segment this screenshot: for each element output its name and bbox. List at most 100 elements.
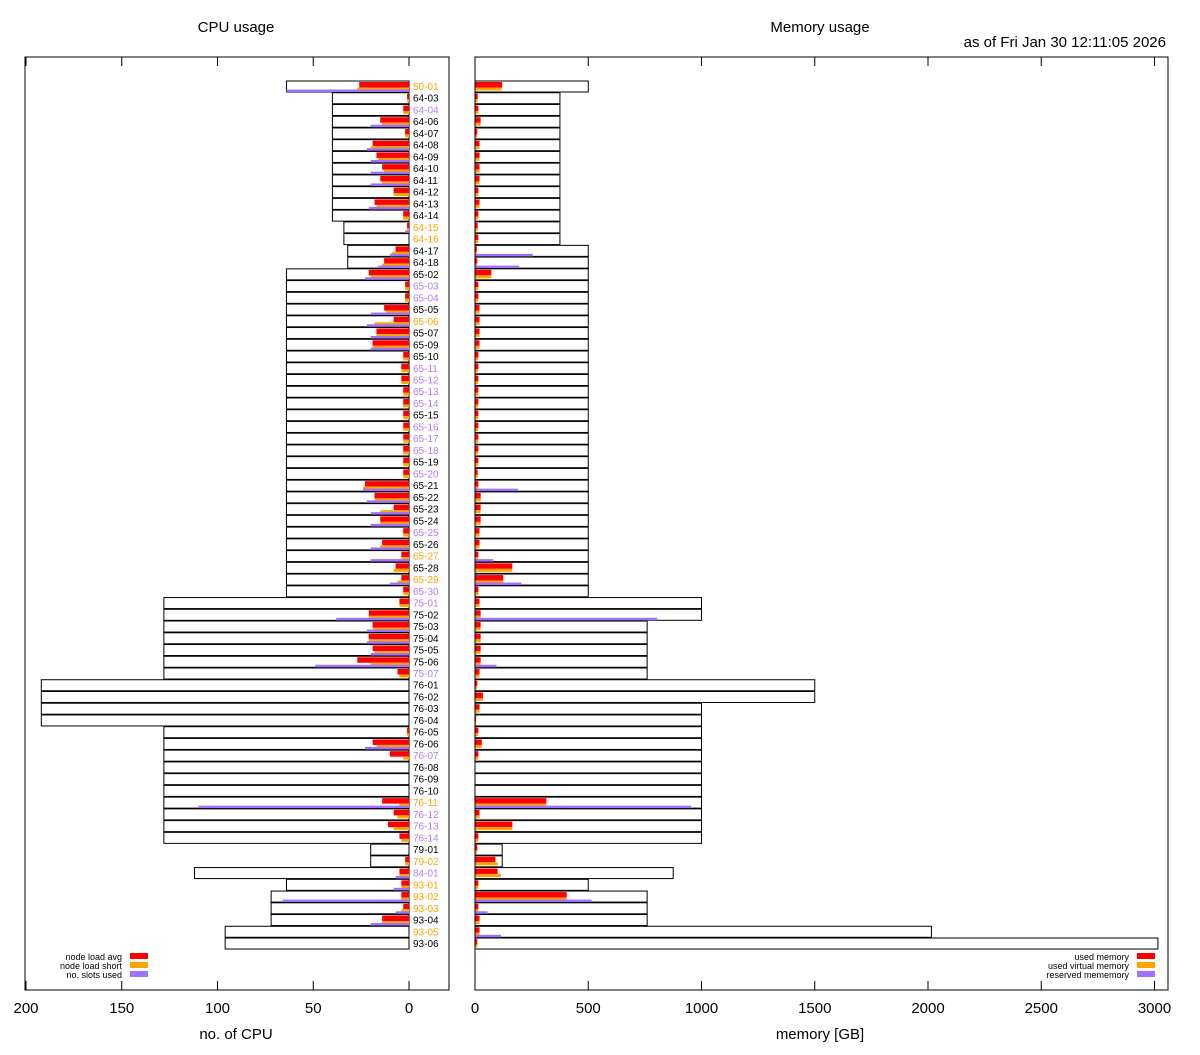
- cpu-load-short-bar: [380, 521, 409, 525]
- node-label: 64-07: [413, 129, 439, 140]
- memory-capacity-bar: [474, 632, 648, 645]
- memory-capacity-bar: [474, 831, 702, 844]
- cpu-capacity-bar: [370, 855, 410, 868]
- used-memory-bar: [475, 117, 481, 123]
- node-label: 65-26: [413, 540, 439, 551]
- cpu-capacity-bar: [270, 902, 410, 915]
- used-virtual-memory-bar: [475, 110, 479, 114]
- node-label: 65-05: [413, 305, 439, 316]
- cpu-load-short-bar: [401, 838, 409, 842]
- cpu-load-avg-bar: [380, 117, 409, 123]
- used-virtual-memory-bar: [475, 204, 480, 208]
- used-memory-bar: [475, 164, 480, 170]
- memory-capacity-bar: [474, 491, 589, 504]
- cpu-load-avg-bar: [368, 633, 409, 640]
- node-label: 75-01: [413, 599, 439, 610]
- cpu-load-avg-bar: [380, 516, 409, 522]
- used-virtual-memory-bar: [475, 721, 477, 725]
- node-label: 93-06: [413, 939, 439, 950]
- cpu-slots-bar: [366, 500, 409, 503]
- used-virtual-memory-bar: [475, 627, 481, 631]
- cpu-load-short-bar: [378, 157, 409, 161]
- node-label: 79-02: [413, 857, 439, 868]
- used-virtual-memory-bar: [475, 909, 479, 913]
- node-label: 65-07: [413, 329, 439, 340]
- reserved-memory-bar: [475, 253, 533, 257]
- used-memory-bar: [475, 727, 479, 734]
- node-label: 93-03: [413, 904, 439, 915]
- cpu-capacity-bar: [40, 702, 410, 715]
- used-memory-bar: [475, 516, 481, 522]
- cpu-load-avg-bar: [389, 751, 409, 757]
- used-memory-bar: [475, 692, 483, 698]
- cpu-load-avg-bar: [401, 363, 409, 370]
- node-label: 64-09: [413, 152, 439, 163]
- cpu-load-short-bar: [357, 87, 409, 91]
- node-label: 65-27: [413, 552, 439, 563]
- cpu-load-avg-bar: [393, 809, 409, 816]
- cpu-slots-bar: [389, 582, 409, 586]
- cpu-load-short-bar: [393, 827, 409, 831]
- cpu-load-avg-bar: [401, 375, 409, 381]
- node-label: 93-02: [413, 892, 439, 903]
- cpu-load-avg-bar: [407, 93, 409, 100]
- cpu-capacity-bar: [285, 467, 410, 480]
- node-label: 76-14: [413, 833, 439, 844]
- cpu-load-avg-bar: [403, 352, 409, 358]
- cpu-load-short-bar: [407, 228, 409, 232]
- cpu-capacity-bar: [285, 397, 410, 410]
- cpu-load-avg-bar: [372, 140, 409, 147]
- reserved-memory-bar: [475, 805, 692, 809]
- cpu-load-short-bar: [374, 498, 409, 502]
- node-label: 75-07: [413, 669, 439, 680]
- used-virtual-memory-bar: [475, 686, 478, 690]
- cpu-load-avg-bar: [384, 258, 409, 264]
- cpu-load-avg-bar: [403, 211, 409, 217]
- used-memory-bar: [475, 903, 479, 910]
- memory-tick-label: 3000: [1138, 1000, 1171, 1017]
- cpu-tick-label: 50: [305, 1000, 322, 1017]
- cpu-capacity-bar: [331, 103, 410, 116]
- node-label: 75-06: [413, 657, 439, 668]
- memory-capacity-bar: [474, 268, 589, 281]
- memory-capacity-bar: [474, 385, 589, 398]
- node-label: 76-07: [413, 751, 439, 762]
- used-virtual-memory-bar: [475, 498, 481, 502]
- memory-capacity-bar: [474, 350, 589, 363]
- used-memory-bar: [475, 809, 480, 816]
- used-memory-bar: [475, 633, 481, 640]
- used-virtual-memory-bar: [475, 263, 478, 267]
- cpu-load-short-bar: [403, 592, 409, 596]
- cpu-load-short-bar: [374, 651, 409, 655]
- cpu-capacity-bar: [163, 773, 410, 786]
- node-label: 76-09: [413, 775, 439, 786]
- cpu-capacity-bar: [285, 420, 410, 433]
- cpu-slots-bar: [336, 617, 409, 621]
- cpu-load-short-bar: [403, 451, 409, 455]
- cpu-load-avg-bar: [403, 528, 409, 534]
- used-virtual-memory-bar: [475, 228, 478, 232]
- cpu-load-short-bar: [386, 310, 409, 314]
- cpu-slots-bar: [395, 876, 409, 879]
- cpu-load-short-bar: [397, 815, 409, 819]
- reserved-memory-bar: [475, 265, 520, 269]
- memory-capacity-bar: [474, 808, 702, 821]
- cpu-load-avg-bar: [403, 398, 409, 405]
- cpu-load-avg-bar: [364, 481, 409, 487]
- cpu-load-avg-bar: [372, 739, 409, 745]
- used-virtual-memory-bar: [475, 216, 479, 220]
- node-label: 65-18: [413, 446, 439, 457]
- cpu-capacity-bar: [163, 749, 410, 762]
- cpu-load-short-bar: [380, 510, 409, 514]
- cpu-load-short-bar: [393, 568, 409, 572]
- cpu-slots-bar: [389, 253, 409, 257]
- cpu-load-avg-bar: [382, 798, 409, 804]
- cpu-load-avg-bar: [401, 551, 409, 558]
- used-memory-bar: [475, 199, 480, 205]
- cpu-load-short-bar: [403, 756, 409, 760]
- node-label: 76-03: [413, 704, 439, 715]
- cpu-slots-bar: [368, 206, 409, 210]
- reserved-memory-bar: [475, 911, 488, 914]
- cpu-slots-bar: [364, 746, 409, 750]
- cpu-slots-bar: [198, 805, 409, 809]
